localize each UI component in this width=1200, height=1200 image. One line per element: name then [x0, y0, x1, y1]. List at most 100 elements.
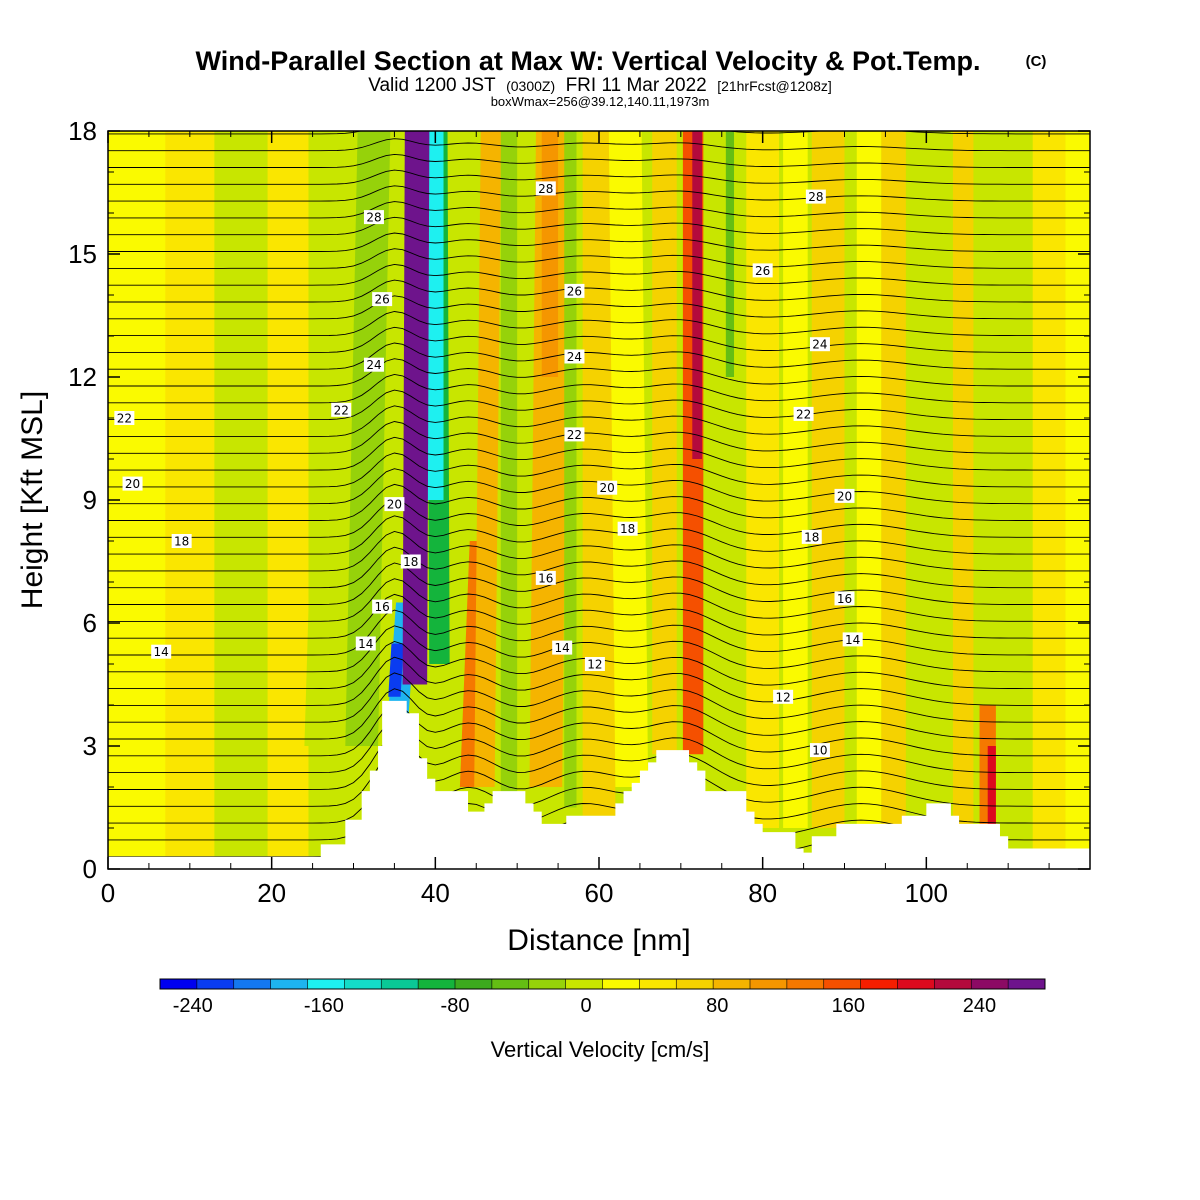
colorbar-swatch — [344, 979, 382, 989]
theta-contour-line — [108, 279, 1090, 303]
colorbar-swatch — [160, 979, 198, 989]
terrain — [108, 700, 1090, 869]
colorbar-ticks: -240 -160 -80 0 80 160 240 — [173, 995, 996, 1017]
theta-label-text: 14 — [154, 645, 169, 659]
theta-label-text: 24 — [366, 358, 381, 372]
theta-label-background — [331, 402, 352, 417]
theta-contour-line — [108, 562, 1090, 605]
subtitle-valid: Valid 1200 JST — [368, 75, 496, 96]
colorbar-swatch — [565, 979, 603, 989]
theta-contour-line — [108, 672, 1090, 723]
colorbar — [159, 978, 1046, 990]
theta-label-text: 10 — [812, 744, 827, 758]
theta-label-background — [400, 554, 421, 569]
theta-contour-line — [108, 735, 1090, 790]
theta-contour-line — [108, 483, 1090, 521]
colorbar-swatch — [713, 979, 751, 989]
subtitle-utc: (0300Z) — [506, 78, 555, 94]
theta-contour-label: 20 — [834, 488, 855, 503]
theta-label-text: 18 — [620, 522, 635, 536]
theta-contour-line — [108, 295, 1090, 320]
theta-contour-label: 24 — [564, 349, 585, 364]
colorbar-tick-label: -240 — [173, 995, 213, 1017]
theta-label-text: 22 — [117, 412, 132, 426]
theta-label-text: 12 — [587, 658, 602, 672]
theta-contour-label: 20 — [122, 476, 143, 491]
theta-contour-line — [108, 373, 1090, 404]
velocity-band — [267, 131, 309, 869]
theta-label-text: 14 — [845, 633, 860, 647]
theta-contour-line — [108, 452, 1090, 488]
y-axis-label: Height [Kft MSL] — [16, 391, 49, 609]
theta-contour-label: 14 — [842, 632, 863, 647]
theta-contour-label: 18 — [801, 529, 822, 544]
theta-contour-line — [108, 326, 1090, 353]
theta-label-background — [773, 689, 794, 704]
theta-contour-line — [108, 201, 1090, 219]
subtitle-date: FRI 11 Mar 2022 — [566, 75, 707, 96]
theta-contour-label: 22 — [331, 402, 352, 417]
colorbar-swatch — [750, 979, 788, 989]
theta-label-text: 20 — [837, 489, 852, 503]
velocity-band — [1004, 131, 1029, 849]
velocity-field — [108, 131, 1090, 869]
theta-contour-label: 16 — [372, 599, 393, 614]
theta-contour-line — [108, 578, 1090, 622]
theta-label-text: 26 — [755, 264, 770, 278]
theta-contour-label: 26 — [564, 283, 585, 298]
theta-label-text: 26 — [567, 284, 582, 298]
theta-contour-label: 12 — [773, 689, 794, 704]
theta-contour-label: 26 — [752, 263, 773, 278]
theta-label-background — [363, 210, 384, 225]
velocity-band — [881, 131, 906, 828]
theta-label-background — [384, 497, 405, 512]
theta-contour-label: 22 — [564, 427, 585, 442]
velocity-band — [345, 131, 391, 746]
y-axis: 0 3 6 9 12 15 18 — [68, 116, 1090, 884]
colorbar-frame — [159, 978, 1046, 990]
colorbar-swatch — [381, 979, 419, 989]
theta-contour-line — [108, 263, 1090, 286]
theta-contour-label: 16 — [834, 591, 855, 606]
theta-contour-label: 12 — [584, 657, 605, 672]
theta-label-background — [171, 534, 192, 548]
theta-contour-line — [108, 216, 1090, 236]
chart-subtitle-2: boxWmax=256@39.12,140.11,1973m — [491, 94, 710, 109]
theta-label-background — [151, 644, 172, 659]
theta-label-background — [842, 632, 863, 647]
velocity-band — [408, 295, 422, 582]
theta-contour-label: 22 — [793, 406, 814, 421]
theta-label-text: 28 — [366, 211, 381, 225]
theta-label-text: 16 — [538, 571, 553, 585]
theta-contours — [108, 131, 1090, 858]
theta-contour-line — [108, 358, 1090, 387]
velocity-band — [746, 131, 780, 828]
theta-contour-label: 26 — [372, 292, 393, 307]
theta-label-text: 16 — [837, 592, 852, 606]
theta-label-text: 20 — [125, 477, 140, 491]
velocity-band — [783, 131, 808, 828]
colorbar-swatch — [971, 979, 1009, 989]
theta-contour-line — [108, 232, 1090, 252]
theta-contour-line — [108, 515, 1090, 555]
velocity-band — [541, 131, 559, 377]
theta-label-text: 14 — [358, 637, 373, 651]
theta-contour-label: 18 — [171, 534, 192, 549]
colorbar-swatch — [934, 979, 972, 989]
theta-label-text: 16 — [375, 600, 390, 614]
velocity-band — [500, 131, 518, 808]
colorbar-tick-label: 160 — [832, 995, 865, 1017]
theta-label-background — [805, 189, 826, 204]
theta-contour-label: 20 — [384, 497, 405, 512]
theta-contour-line — [108, 499, 1090, 538]
theta-label-text: 12 — [775, 690, 790, 704]
theta-label-background — [564, 349, 585, 364]
x-tick-label: 0 — [101, 878, 115, 908]
theta-contour-line — [108, 405, 1090, 437]
colorbar-swatch — [786, 979, 825, 989]
theta-label-text: 18 — [804, 530, 819, 544]
colorbar-tick-label: 0 — [581, 995, 592, 1017]
colorbar-tick-label: -80 — [441, 995, 470, 1017]
x-tick-label: 80 — [748, 878, 777, 908]
